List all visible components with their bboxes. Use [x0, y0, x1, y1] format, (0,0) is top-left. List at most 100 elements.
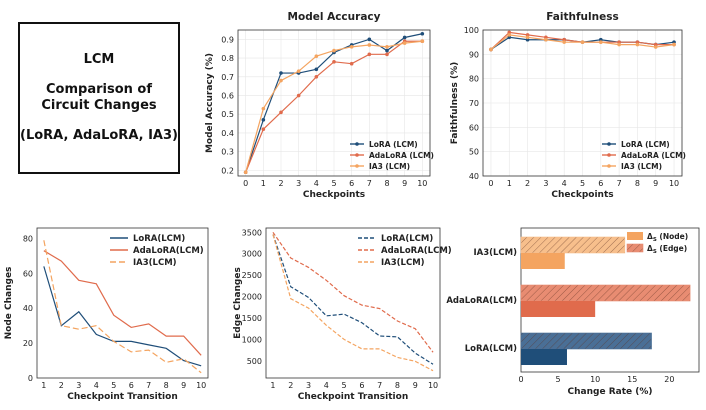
faithfulness-ytick-label: 100 — [464, 26, 479, 35]
accuracy-data-point — [420, 39, 425, 44]
change_rate-xtick-label: 15 — [627, 375, 637, 384]
node-ytick-label: 60 — [23, 269, 33, 278]
accuracy-data-point — [367, 43, 372, 47]
accuracy-data-point — [367, 52, 372, 57]
node-xtick-label: 1 — [41, 381, 46, 390]
edge-xtick-label: 5 — [342, 381, 347, 390]
edge-ytick-label: 500 — [247, 357, 262, 366]
faithfulness-data-point — [507, 33, 512, 37]
accuracy-data-point — [420, 31, 425, 36]
faithfulness-axes — [482, 29, 683, 177]
node-xtick-label: 7 — [146, 381, 151, 390]
accuracy-data-point — [314, 74, 319, 79]
accuracy-xtick-label: 10 — [417, 179, 427, 188]
edge-ytick-label: 1000 — [242, 335, 262, 344]
faithfulness-data-point — [635, 42, 640, 47]
faithfulness-xtick-label: 8 — [635, 179, 640, 188]
node-ytick-label: 0 — [28, 374, 33, 383]
faithfulness-ytick-label: 80 — [469, 75, 479, 84]
accuracy-data-point — [402, 35, 407, 40]
change_rate-legend-label: ΔS (Edge) — [647, 244, 687, 255]
change_rate-bar-edge — [520, 284, 691, 302]
accuracy-data-point — [279, 110, 283, 115]
accuracy-legend-label: IA3 (LCM) — [369, 162, 410, 171]
edge-ytick-label: 1500 — [242, 314, 262, 323]
edge-ytick-label: 3500 — [242, 228, 262, 237]
faithfulness-xtick-label: 1 — [507, 179, 512, 188]
faithfulness-legend-label: IA3 (LCM) — [621, 162, 662, 171]
faithfulness-xtick-label: 10 — [669, 179, 679, 188]
accuracy-ylabel: Model Accuracy (%) — [205, 53, 215, 153]
accuracy-legend-marker — [355, 142, 359, 146]
accuracy-xtick-label: 1 — [261, 179, 266, 188]
edge-ytick-label: 2000 — [242, 293, 262, 302]
node-legend-label: LoRA(LCM) — [133, 234, 185, 244]
change_rate-bar-node — [521, 301, 596, 317]
node-xtick-label: 9 — [181, 381, 186, 390]
title-line-4: (LoRA, AdaLoRA, IA3) — [20, 128, 178, 143]
edge-xlabel: Checkpoint Transition — [298, 392, 408, 402]
accuracy-data-point — [243, 170, 248, 175]
node-xtick-label: 8 — [164, 381, 169, 390]
edge-series-line — [272, 234, 434, 365]
accuracy-data-point — [385, 52, 389, 57]
accuracy-ytick-label: 0.9 — [221, 35, 234, 44]
faithfulness-xtick-label: 3 — [543, 179, 548, 188]
edge-ylabel: Edge Changes — [233, 267, 243, 339]
accuracy-data-point — [314, 54, 319, 59]
node-xtick-label: 4 — [94, 381, 99, 390]
edge-series-line — [272, 234, 434, 372]
node-xtick-label: 2 — [59, 381, 64, 390]
node-xtick-label: 10 — [196, 381, 206, 390]
node-legend-label: IA3(LCM) — [133, 258, 177, 268]
change_rate-xlabel: Change Rate (%) — [568, 387, 653, 397]
accuracy-legend-label: LoRA (LCM) — [369, 140, 418, 149]
change_rate-category-label: IA3(LCM) — [473, 248, 517, 258]
title-box: LCM Comparison of Circuit Changes (LoRA,… — [18, 22, 180, 174]
faithfulness-legend-label: LoRA (LCM) — [621, 140, 670, 149]
faithfulness-xlabel: Checkpoints — [551, 190, 613, 200]
change_rate-legend-swatch — [627, 232, 643, 240]
node-axes — [36, 227, 209, 379]
accuracy-legend-label: AdaLoRA (LCM) — [369, 151, 434, 160]
edge-xtick-label: 6 — [359, 381, 364, 390]
accuracy-data-point — [279, 78, 283, 83]
edge-xtick-label: 10 — [428, 381, 438, 390]
accuracy-ytick-label: 0.3 — [221, 148, 234, 157]
node-xtick-label: 5 — [111, 381, 116, 390]
faithfulness-data-point — [599, 40, 603, 44]
node-series-line — [43, 266, 202, 367]
node-ytick-label: 20 — [23, 339, 33, 348]
accuracy-data-point — [296, 93, 301, 98]
change_rate-xtick-label: 5 — [556, 375, 561, 384]
accuracy-ytick-label: 0.8 — [221, 54, 234, 63]
change_rate-bar-edge — [520, 332, 652, 350]
accuracy-xtick-label: 3 — [296, 179, 301, 188]
accuracy-ytick-label: 0.4 — [221, 129, 234, 138]
accuracy-xtick-label: 0 — [243, 179, 248, 188]
edge-legend-label: AdaLoRA(LCM) — [381, 246, 452, 256]
accuracy-xtick-label: 6 — [349, 179, 354, 188]
accuracy-data-point — [332, 60, 336, 64]
node-ylabel: Node Changes — [4, 267, 14, 340]
faithfulness-ytick-label: 50 — [469, 148, 479, 157]
accuracy-axes — [237, 29, 431, 177]
accuracy-ytick-label: 0.6 — [221, 92, 234, 101]
accuracy-data-point — [261, 106, 266, 111]
node-ytick-label: 40 — [23, 304, 33, 313]
edge-xtick-label: 8 — [395, 381, 400, 390]
edge-xtick-label: 2 — [288, 381, 293, 390]
change_rate-xtick-label: 10 — [590, 375, 600, 384]
edge-xtick-label: 1 — [270, 381, 275, 390]
change_rate-bar-node — [521, 349, 567, 365]
node-ytick-label: 80 — [23, 234, 33, 243]
accuracy-data-point — [367, 37, 372, 42]
change_rate-legend-label: ΔS (Node) — [647, 232, 688, 243]
faithfulness-data-point — [580, 40, 585, 44]
faithfulness-legend-label: AdaLoRA (LCM) — [621, 151, 686, 160]
accuracy-ytick-label: 0.5 — [221, 110, 234, 119]
accuracy-data-point — [402, 41, 407, 45]
title-line-2: Comparison of — [46, 82, 152, 97]
accuracy-legend-marker — [355, 164, 359, 168]
accuracy-data-point — [349, 61, 354, 66]
